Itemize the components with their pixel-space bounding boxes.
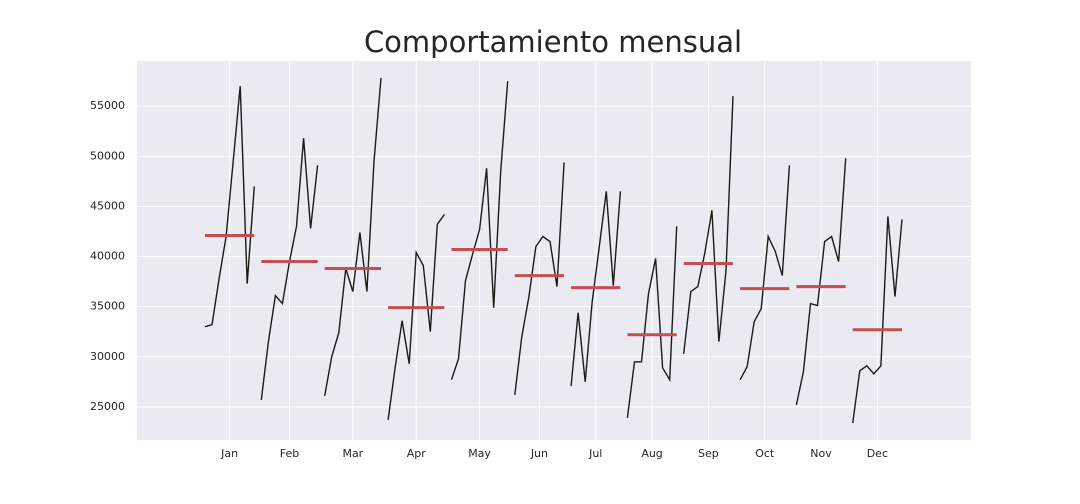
x-tick-label: Aug (641, 447, 662, 460)
y-tick-label: 40000 (90, 250, 125, 263)
subseries-line (852, 216, 903, 424)
y-tick-label: 55000 (90, 99, 125, 112)
subseries-line (626, 226, 678, 418)
chart-title: Comportamiento mensual (364, 25, 742, 59)
x-tick-label: Feb (280, 447, 299, 460)
x-tick-label: Nov (810, 447, 832, 460)
x-tick-label: Jun (530, 447, 548, 460)
x-tick-label: Mar (342, 447, 363, 460)
y-tick-label: 25000 (90, 400, 125, 413)
subseries-line (450, 81, 509, 381)
subseries-line (514, 162, 565, 395)
subseries-line (683, 96, 734, 354)
x-tick-label: Jan (220, 447, 238, 460)
subseries-line (570, 191, 622, 386)
x-tick-label: Sep (698, 447, 719, 460)
y-tick-label: 35000 (90, 300, 125, 313)
subseries-line (739, 165, 791, 381)
y-tick-label: 45000 (90, 199, 125, 212)
plot-area (137, 61, 971, 440)
y-tick-label: 50000 (90, 149, 125, 162)
y-tick-label: 30000 (90, 350, 125, 363)
subseries-line (795, 158, 847, 406)
subseries-line (204, 86, 255, 328)
subseries-line (387, 213, 445, 420)
x-tick-label: Apr (407, 447, 427, 460)
x-tick-label: Oct (755, 447, 775, 460)
x-tick-label: May (468, 447, 491, 460)
subseries-line (324, 77, 382, 397)
x-tick-label: Jul (588, 447, 602, 460)
x-tick-label: Dec (867, 447, 888, 460)
